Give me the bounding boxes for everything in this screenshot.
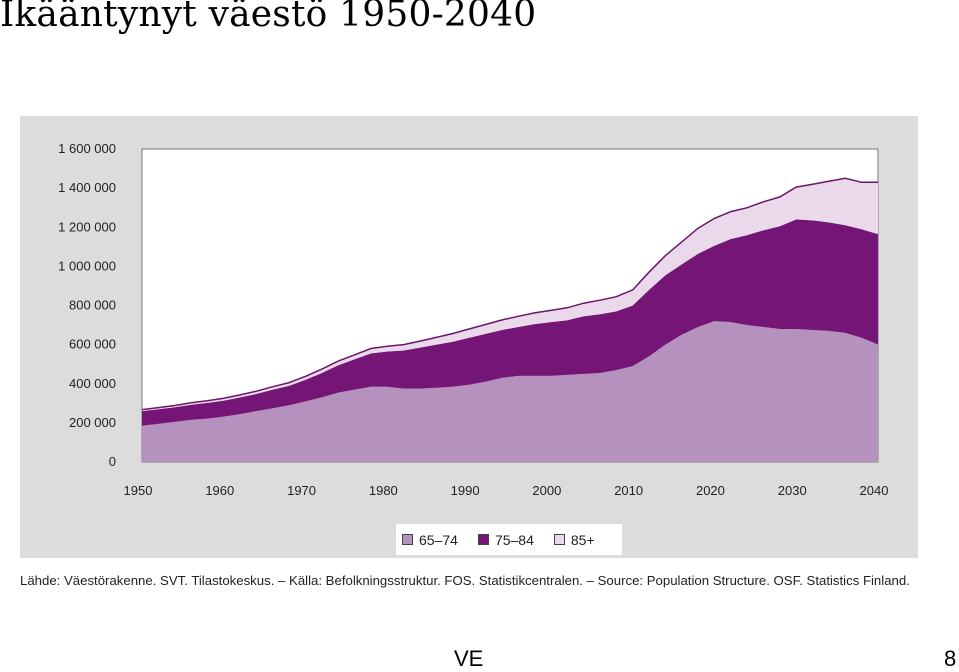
area-series-85+	[142, 178, 878, 412]
y-tick-label: 1 000 000	[58, 258, 116, 273]
legend-swatch-85-plus	[553, 534, 565, 545]
y-tick-label: 1 200 000	[58, 219, 116, 234]
x-tick-label: 2030	[778, 483, 807, 498]
legend-item: 65–74	[402, 532, 458, 548]
slide-title: Ikääntynyt väestö 1950-2040	[0, 0, 537, 35]
total-outline	[141, 177, 878, 411]
legend: 65–74 75–84 85+	[396, 524, 622, 555]
footer-label: VE	[454, 646, 484, 671]
legend-item: 85+	[553, 531, 595, 548]
x-tick-label: 1990	[451, 483, 480, 498]
x-tick-label: 2000	[532, 483, 561, 498]
legend-item: 75–84	[477, 531, 534, 548]
legend-label-65-74: 65–74	[419, 531, 458, 548]
y-tick-label: 1 400 000	[58, 180, 116, 195]
y-tick-label: 0	[109, 454, 116, 469]
x-tick-label: 1980	[369, 483, 398, 498]
x-axis: 1950 1960 1970 1980 1990 2000 2010 2020 2030 2040	[124, 483, 889, 498]
y-tick-label: 200 000	[69, 415, 116, 430]
x-tick-label: 1950	[124, 483, 153, 498]
legend-label-75-84: 75–84	[494, 531, 534, 548]
x-tick-label: 2020	[696, 483, 725, 498]
x-tick-label: 2010	[614, 483, 643, 498]
x-tick-label: 1960	[205, 483, 234, 498]
x-tick-label: 2040	[860, 483, 889, 498]
y-tick-label: 600 000	[69, 337, 116, 352]
y-tick-label: 400 000	[69, 376, 116, 391]
population-area-chart: 0 200 000 400 000 600 000 800 000 1 000 000 1 …	[58, 141, 889, 498]
area-series-65–74	[142, 321, 878, 462]
y-tick-label: 800 000	[69, 298, 116, 313]
legend-swatch-65-74	[402, 534, 413, 545]
y-tick-label: 1 600 000	[58, 141, 116, 156]
legend-label-85-plus: 85+	[570, 531, 595, 548]
series-areas	[141, 177, 878, 462]
area-series-75–84	[142, 219, 878, 426]
source-note: Lähde: Väestörakenne. SVT. Tilastokeskus…	[20, 573, 910, 588]
legend-swatch-75-84	[477, 534, 489, 545]
x-tick-label: 1970	[287, 483, 316, 498]
page-number: 8	[944, 646, 957, 671]
y-axis: 0 200 000 400 000 600 000 800 000 1 000 000 1 …	[58, 141, 116, 469]
